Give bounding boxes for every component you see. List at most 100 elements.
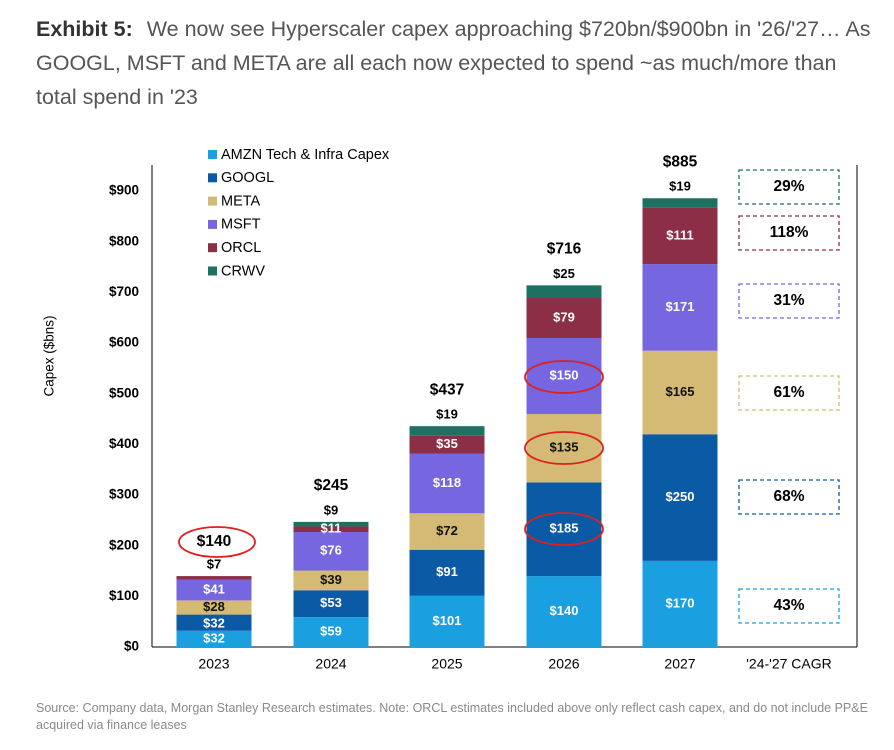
cagr-column-label: '24-'27 CAGR [746,656,832,672]
bar-segment [642,350,718,435]
bar-segment [409,549,485,596]
legend-swatch [208,173,217,183]
x-tick-label: 2024 [315,656,346,672]
y-tick-label: $300 [109,487,139,502]
bar-segment [642,207,718,265]
highlight-circle [178,526,256,558]
bar-segment-label: $39 [320,572,342,587]
bar-segment-label: $11 [321,521,342,536]
bar-segment [293,532,369,571]
bar-segment [176,614,252,631]
y-tick-label: $100 [109,588,139,603]
bar-total-label: $140 [197,533,231,550]
exhibit-title: Exhibit 5: We now see Hyperscaler capex a… [36,12,876,114]
y-tick-label: $200 [109,537,139,552]
bar-segment [409,453,485,514]
bar-segment [642,434,718,561]
y-axis-label: Capex ($bns) [42,315,57,396]
legend-label: ORCL [221,240,261,256]
bar-segment-label: $32 [203,615,225,630]
cagr-box [738,375,840,411]
bar-segment [409,435,485,454]
bar-segment [176,600,252,615]
bar-segment [409,426,485,436]
bar-segment-label: $150 [550,367,579,382]
bar-segment-label: $118 [433,475,461,490]
bar-segment [526,298,602,339]
legend-swatch [208,196,217,206]
bar-total-label: $716 [547,240,582,257]
bar-segment [642,198,718,208]
bar-segment-label: $41 [203,581,225,596]
legend-label: CRWV [221,263,265,279]
bar-top-label: $19 [436,407,458,422]
cagr-box [738,283,840,319]
exhibit-label: Exhibit 5: [36,17,133,41]
x-tick-label: 2025 [431,656,462,672]
bar-segment [526,338,602,415]
bar-segment [526,576,602,647]
bar-segment-label: $28 [203,599,225,614]
cagr-value: 61% [773,384,804,401]
bar-segment [176,630,252,647]
y-tick-label: $400 [109,436,139,451]
cagr-value: 118% [770,224,809,241]
bar-segment-label: $165 [666,384,695,399]
bar-segment [409,595,485,647]
bar-segment-label: $91 [436,564,458,579]
y-tick-label: $500 [109,385,139,400]
bar-segment [526,482,602,577]
bar-total-label: $245 [314,477,349,494]
bar-total-label: $437 [430,381,464,398]
capex-stacked-bar-chart: $0 $100 $200 $300 $400 $500 $600 $700 $800 $900 Ca… [42,147,858,672]
bar-segment-label: $101 [433,613,462,628]
exhibit-title-text: We now see Hyperscaler capex approaching… [36,17,871,109]
bar-top-label: $7 [207,557,221,572]
legend-label: GOOGL [221,170,274,186]
cagr-value: 31% [773,292,804,309]
bar-segment-label: $135 [550,440,579,455]
bar-segment [526,414,602,483]
bar-top-label: $19 [669,179,691,194]
x-tick-label: 2027 [664,656,695,672]
highlight-circle [524,431,604,465]
bar-top-label: $9 [324,502,338,517]
legend-swatch [208,266,217,276]
bar-segment [293,617,369,647]
legend-swatch [208,150,217,159]
bar-segment-label: $185 [550,521,579,536]
bar-segment-label: $250 [666,489,695,504]
bar-segment [642,560,718,647]
bar-total-label: $885 [663,153,698,170]
bar-segment-label: $72 [436,523,458,538]
bar-segment-label: $59 [320,623,342,638]
legend-label: AMZN Tech & Infra Capex [221,147,390,163]
bar-segment-label: $35 [436,436,458,451]
highlight-circle [524,512,604,546]
bar-top-label: $25 [553,266,575,281]
bar-segment-label: $79 [553,309,575,324]
x-tick-label: 2026 [548,656,579,672]
y-tick-label: $800 [109,233,139,248]
y-tick-label: $600 [109,335,139,350]
bar-segment [293,590,369,618]
bar-segment [526,285,602,299]
bar-segment [642,264,718,351]
cagr-value: 29% [773,178,804,195]
bar-segment [293,521,369,527]
bar-segment-label: $170 [666,595,695,610]
highlight-circle [524,360,604,394]
bar-segment-label: $140 [550,603,579,618]
cagr-box [738,215,840,251]
bar-segment [293,526,369,533]
bar-segment [409,513,485,550]
bar-segment-label: $171 [666,299,695,314]
y-tick-label: $0 [124,639,139,654]
bar-segment-label: $32 [203,630,225,645]
bar-segment [293,570,369,591]
x-tick-label: 2023 [198,656,229,672]
bar-segment-label: $53 [320,595,342,610]
legend-swatch [208,243,217,253]
y-tick-label: $900 [109,183,139,198]
cagr-box [738,169,840,205]
